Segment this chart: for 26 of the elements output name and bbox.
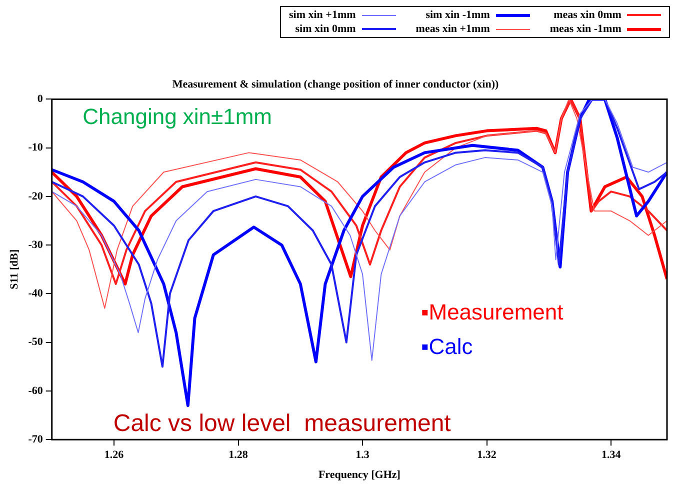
y-axis-title: S11 [dB] <box>8 249 20 290</box>
legend-label: meas xin -1mm <box>550 22 622 36</box>
y-tick-label: -70 <box>28 433 44 446</box>
chart-title: Measurement & simulation (change position of inner conductor (xin)) <box>172 78 499 90</box>
annotation: ▪Measurement <box>420 300 564 325</box>
y-tick-label: -10 <box>28 142 44 154</box>
y-tick-label: -60 <box>28 384 44 397</box>
legend-label: meas xin 0mm <box>554 8 622 22</box>
legend-label: sim xin +1mm <box>289 8 356 22</box>
x-tick-label: 1.28 <box>228 449 248 462</box>
y-tick-label: -40 <box>28 288 44 300</box>
y-tick-label: -50 <box>28 336 44 348</box>
y-tick-label: 0 <box>37 93 44 106</box>
x-tick-label: 1.26 <box>104 449 124 462</box>
annotation: ▪Calc <box>420 334 473 359</box>
x-axis-title: Frequency [GHz] <box>318 469 400 482</box>
x-tick-label: 1.3 <box>356 449 370 462</box>
annotation: Calc vs low level measurement <box>113 410 452 437</box>
legend-label: sim xin -1mm <box>426 8 490 22</box>
x-tick-label: 1.34 <box>601 449 622 462</box>
legend-label: meas xin +1mm <box>416 22 490 36</box>
annotation: Changing xin±1mm <box>82 104 272 129</box>
x-tick-label: 1.32 <box>477 449 497 462</box>
y-tick-label: -30 <box>28 238 44 251</box>
legend-label: sim xin 0mm <box>295 22 356 36</box>
y-tick-label: -20 <box>28 190 44 202</box>
